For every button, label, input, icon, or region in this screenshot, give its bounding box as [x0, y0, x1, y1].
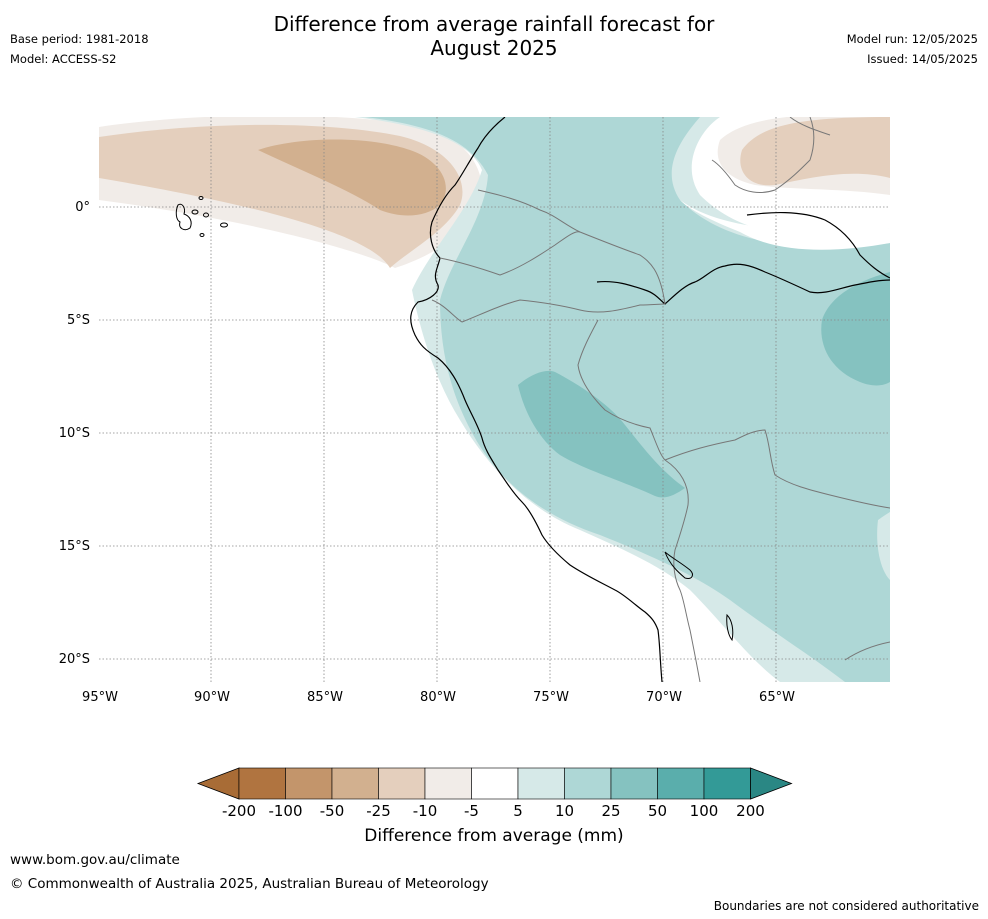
- colorbar-tick-label: -50: [320, 802, 345, 820]
- colorbar-segment: [424, 767, 472, 800]
- footer-copyright: © Commonwealth of Australia 2025, Austra…: [10, 876, 489, 892]
- issued-text: Issued: 14/05/2025: [867, 52, 978, 66]
- colorbar-tick-label: 25: [601, 802, 620, 820]
- colorbar-segment: [610, 767, 658, 800]
- colorbar-arrow-left: [196, 767, 240, 800]
- colorbar-tick-label: 200: [736, 802, 765, 820]
- galapagos-islands: [175, 196, 228, 237]
- country-borders: [431, 117, 890, 682]
- colorbar-tick-label: 10: [555, 802, 574, 820]
- footer-note: Boundaries are not considered authoritat…: [713, 899, 979, 913]
- colorbar: -200 -100 -50 -25 -10 -5 5 10 25 50 100 200: [196, 767, 793, 820]
- colorbar-segment: [703, 767, 751, 800]
- colorbar-segment: [564, 767, 612, 800]
- colorbar-tick-label: 100: [690, 802, 719, 820]
- colorbar-tick-label: -25: [366, 802, 391, 820]
- map-field: [99, 117, 890, 682]
- amazon-river: [596, 263, 890, 305]
- graticule: [99, 117, 890, 682]
- lon-label-75w: 75°W: [533, 690, 569, 705]
- lat-label-0: 0°: [75, 200, 90, 215]
- lon-label-90w: 90°W: [194, 690, 230, 705]
- colorbar-segment: [517, 767, 565, 800]
- title-line-1: Difference from average rainfall forecas…: [273, 12, 715, 36]
- longitude-labels: 95°W 90°W 85°W 80°W 75°W 70°W 65°W: [82, 690, 795, 705]
- footer-url[interactable]: www.bom.gov.au/climate: [10, 852, 180, 868]
- dry-anomaly-core: [258, 139, 446, 216]
- amazon-north-coast: [746, 211, 890, 279]
- meta-right: Model run: 12/05/2025 Issued: 14/05/2025: [847, 32, 978, 72]
- colorbar-tick-label: 5: [513, 802, 523, 820]
- colorbar-tick-label: -10: [413, 802, 438, 820]
- lon-label-65w: 65°W: [759, 690, 795, 705]
- neutral-wedge: [680, 200, 890, 250]
- colorbar-segment: [471, 767, 519, 800]
- lon-label-95w: 95°W: [82, 690, 118, 705]
- colorbar-segment: [285, 767, 333, 800]
- model-text: Model: ACCESS-S2: [10, 52, 117, 66]
- colorbar-arrow-right: [750, 767, 793, 800]
- colorbar-segment: [331, 767, 379, 800]
- lon-label-70w: 70°W: [646, 690, 682, 705]
- colorbar-tick-label: -100: [268, 802, 302, 820]
- lake-titicaca: [664, 551, 734, 642]
- meta-left: Base period: 1981-2018 Model: ACCESS-S2: [10, 32, 149, 72]
- lon-label-85w: 85°W: [307, 690, 343, 705]
- ne-dry-core: [740, 117, 890, 186]
- coastline: [410, 117, 663, 682]
- lat-label-15s: 15°S: [59, 539, 90, 554]
- lon-label-80w: 80°W: [420, 690, 456, 705]
- model-run-text: Model run: 12/05/2025: [846, 32, 978, 46]
- wet-anomaly-core-peru: [518, 370, 685, 498]
- page-title: Difference from average rainfall forecas…: [0, 12, 988, 60]
- colorbar-segment: [238, 767, 286, 800]
- base-period-text: Base period: 1981-2018: [10, 32, 149, 46]
- colorbar-segment: [657, 767, 705, 800]
- title-line-2: August 2025: [430, 36, 558, 60]
- lat-label-5s: 5°S: [67, 313, 90, 328]
- colorbar-segment: [378, 767, 426, 800]
- colorbar-tick-label: 50: [648, 802, 667, 820]
- wet-anomaly-core-amazon: [821, 272, 890, 386]
- colorbar-title: Difference from average (mm): [364, 826, 624, 846]
- colorbar-tick-label: -200: [222, 802, 256, 820]
- wet-anomaly-light: [365, 117, 890, 682]
- lat-label-20s: 20°S: [59, 652, 90, 667]
- lat-label-10s: 10°S: [59, 426, 90, 441]
- colorbar-tick-label: -5: [464, 802, 479, 820]
- latitude-labels: 0° 5°S 10°S 15°S 20°S: [59, 200, 90, 667]
